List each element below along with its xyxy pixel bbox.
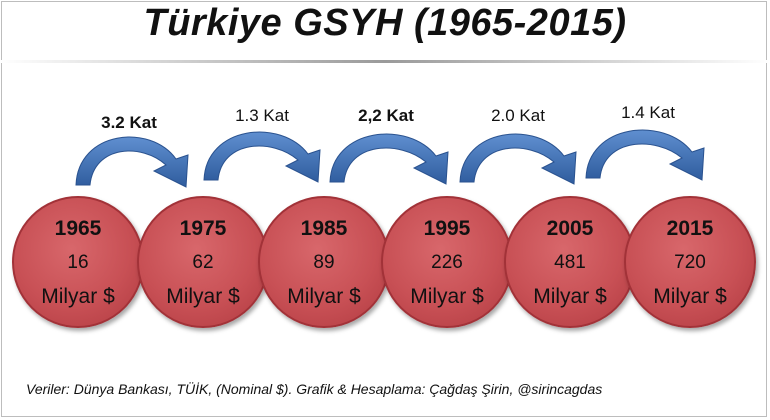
curved-arrow-1	[75, 136, 189, 188]
year-label: 2015	[666, 216, 714, 240]
ratio-text-1: 3.2 Kat	[101, 113, 157, 132]
year-label: 1965	[54, 216, 102, 240]
curved-arrow-5	[585, 129, 705, 181]
gdp-value: 720	[674, 251, 706, 273]
ratio-text-5: 1.4 Kat	[621, 103, 675, 122]
year-circle-1995: 1995 226 Milyar $	[381, 196, 513, 328]
curved-arrow-4	[459, 133, 577, 185]
unit-label: Milyar $	[166, 284, 240, 308]
unit-label: Milyar $	[287, 284, 361, 308]
year-circle-1965: 1965 16 Milyar $	[12, 196, 144, 328]
year-label: 1985	[300, 216, 348, 240]
ratio-text-4: 2.0 Kat	[491, 106, 545, 125]
ratio-label: 1.4 Kat	[598, 103, 698, 123]
unit-label: Milyar $	[410, 284, 484, 308]
gdp-value: 16	[67, 251, 89, 273]
unit-label: Milyar $	[653, 284, 727, 308]
gdp-value: 481	[554, 251, 586, 273]
gdp-value: 62	[192, 251, 214, 273]
year-label: 1975	[179, 216, 227, 240]
ratio-label: 2,2 Kat	[336, 106, 436, 126]
title-underline	[0, 60, 770, 63]
curved-arrow-2	[203, 131, 321, 183]
year-label: 2005	[546, 216, 594, 240]
year-circle-1975: 1975 62 Milyar $	[137, 196, 269, 328]
unit-label: Milyar $	[533, 284, 607, 308]
ratio-label: 2.0 Kat	[468, 106, 568, 126]
ratio-label: 3.2 Kat	[79, 113, 179, 133]
curved-arrow-3	[329, 133, 449, 185]
gdp-value: 89	[313, 251, 335, 273]
page-title: Türkiye GSYH (1965-2015)	[143, 2, 627, 44]
ratio-text-3: 2,2 Kat	[358, 106, 414, 125]
year-circle-2005: 2005 481 Milyar $	[504, 196, 636, 328]
year-circle-2015: 2015 720 Milyar $	[624, 196, 756, 328]
unit-label: Milyar $	[41, 284, 115, 308]
year-circle-1985: 1985 89 Milyar $	[258, 196, 390, 328]
year-label: 1995	[423, 216, 471, 240]
source-footer: Veriler: Dünya Bankası, TÜİK, (Nominal $…	[26, 381, 603, 397]
gdp-value: 226	[431, 251, 463, 273]
ratio-text-2: 1.3 Kat	[235, 106, 289, 125]
ratio-label: 1.3 Kat	[212, 106, 312, 126]
